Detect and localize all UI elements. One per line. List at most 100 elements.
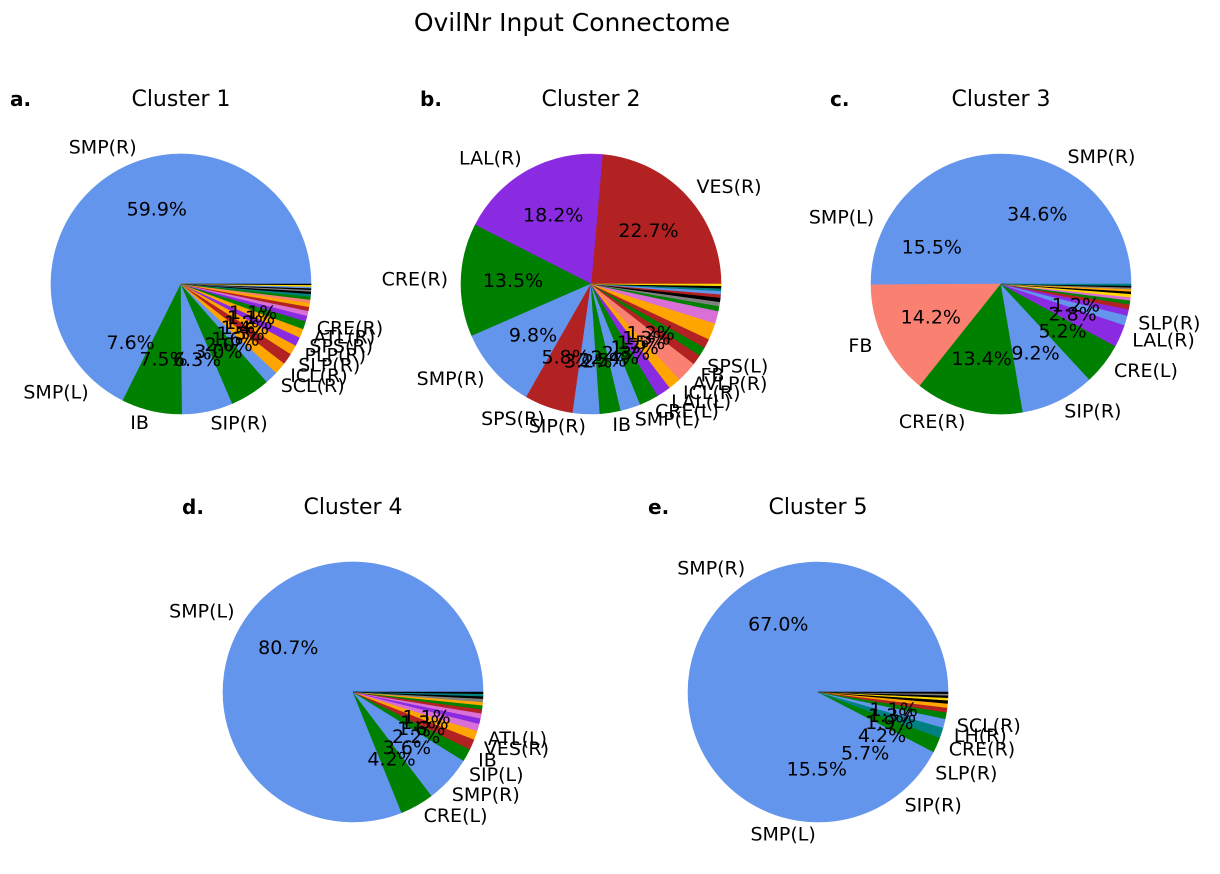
slice-label: ICL(R) bbox=[290, 365, 347, 387]
chart-panel-cluster-4: d. Cluster 4 SMP(L) 80.7% CRE(L) 4.2% SMP(R)… bbox=[169, 495, 549, 827]
slice-percent-label: 80.7% bbox=[258, 637, 318, 659]
slice-label: SMP(L) bbox=[23, 382, 88, 404]
slice-label: CRE(R) bbox=[317, 318, 384, 340]
slice-label: LAL(R) bbox=[459, 147, 522, 169]
slice-label: IB bbox=[130, 412, 149, 434]
chart-panel-cluster-1: a. Cluster 1 SMP(R) 59.9% SMP(L) 7.6% IB 7.5%… bbox=[10, 87, 383, 434]
slice-label: SLP(R) bbox=[935, 762, 997, 784]
slice-label: CRE(L) bbox=[655, 400, 719, 422]
pie-chart: SMP(R) 59.9% SMP(L) 7.6% IB 7.5% SIP(R) 6.3%3.0… bbox=[23, 137, 383, 435]
slice-label: SMP(L) bbox=[750, 824, 815, 846]
slice-percent-label: 5.8% bbox=[542, 346, 590, 368]
pie-slice-cre-r bbox=[919, 283, 1024, 415]
slice-label: SIP(R) bbox=[905, 794, 962, 816]
slice-label: IB bbox=[478, 750, 497, 772]
slice-label: SLP(R) bbox=[298, 355, 360, 377]
slice-label: SPS(L) bbox=[707, 356, 768, 378]
pie-slice bbox=[1000, 283, 1132, 286]
pie-slice bbox=[590, 283, 722, 287]
slice-percent-label: 1.5% bbox=[617, 332, 665, 354]
slice-label: SCL(R) bbox=[281, 375, 345, 397]
slice-label: AVLP(R) bbox=[693, 373, 768, 395]
slice-label: CRE(R) bbox=[899, 411, 966, 433]
chart-title: Cluster 5 bbox=[768, 495, 867, 520]
slice-percent-label: 7.6% bbox=[106, 332, 154, 354]
slice-percent-label: 1.9% bbox=[865, 712, 913, 734]
slice-percent-label: 2.4% bbox=[591, 347, 639, 369]
slice-percent-label: 4.2% bbox=[858, 725, 906, 747]
pie-chart: SMP(R) 67.0% SMP(L) 15.5% SIP(R) 5.7% SLP(R) 4.… bbox=[677, 557, 1021, 845]
pie-slice-smp-r bbox=[687, 561, 949, 807]
slice-label: SMP(R) bbox=[677, 557, 745, 579]
slice-label: CRE(L) bbox=[424, 805, 488, 827]
panel-letter: c. bbox=[830, 87, 849, 111]
pie-slice-lal-r bbox=[474, 153, 603, 285]
slice-percent-label: 18.2% bbox=[523, 204, 583, 226]
slice-percent-label: 1.3% bbox=[622, 327, 670, 349]
slice-percent-label: 2.5% bbox=[579, 350, 627, 372]
slice-percent-label: 22.7% bbox=[618, 220, 678, 242]
slice-percent-label: 1.6% bbox=[211, 328, 259, 350]
figure-title: OvilNr Input Connectome bbox=[414, 8, 730, 37]
slice-label: CRE(L) bbox=[1114, 360, 1178, 382]
slice-label: IB bbox=[612, 414, 631, 436]
slice-percent-label: 9.8% bbox=[509, 325, 557, 347]
slice-percent-label: 1.1% bbox=[229, 302, 277, 324]
slice-label: SMP(R) bbox=[1068, 146, 1136, 168]
slice-percent-label: 14.2% bbox=[901, 307, 961, 329]
slice-label: FB bbox=[701, 365, 725, 387]
slice-label: SIP(R) bbox=[1064, 401, 1121, 423]
slice-percent-label: 59.9% bbox=[127, 198, 187, 220]
slice-percent-label: 1.3% bbox=[868, 705, 916, 727]
chart-panel-cluster-3: c. Cluster 3 SMP(R) 34.6% SMP(L) 15.5% FB 14.… bbox=[809, 87, 1201, 433]
slice-percent-label: 67.0% bbox=[748, 613, 808, 635]
pie-slice-fb bbox=[870, 283, 1002, 387]
slice-percent-label: 4.2% bbox=[367, 748, 415, 770]
slice-percent-label: 15.5% bbox=[787, 759, 847, 781]
pie-chart: VES(R) 22.7% LAL(R) 18.2% CRE(R) 13.5% SMP(R) 9… bbox=[382, 147, 769, 437]
pie-slice-smp-l bbox=[754, 691, 878, 823]
slice-percent-label: 1.2% bbox=[1052, 294, 1100, 316]
slice-percent-label: 7.5% bbox=[139, 349, 187, 371]
slice-label: SMP(L) bbox=[809, 206, 874, 228]
slice-percent-label: 2.2% bbox=[392, 726, 440, 748]
slice-label: SLP(R) bbox=[1138, 312, 1200, 334]
slice-percent-label: 3.0% bbox=[194, 341, 242, 363]
panel-letter: d. bbox=[182, 495, 204, 519]
pie-slice-cre-r bbox=[460, 224, 592, 337]
slice-label: CRE(R) bbox=[382, 268, 449, 290]
slice-percent-label: 2.8% bbox=[1048, 304, 1096, 326]
slice-label: SIP(R) bbox=[529, 415, 586, 437]
chart-panel-cluster-5: e. Cluster 5 SMP(R) 67.0% SMP(L) 15.5% SIP(R… bbox=[648, 495, 1021, 846]
slice-label: SMP(R) bbox=[69, 137, 137, 159]
slice-percent-label: 1.7% bbox=[611, 337, 659, 359]
slice-percent-label: 1.1% bbox=[402, 706, 450, 728]
slice-label: SMP(L) bbox=[635, 409, 700, 431]
slice-percent-label: 1.4% bbox=[221, 317, 269, 339]
slice-percent-label: 1.2% bbox=[224, 312, 272, 334]
slice-percent-label: 5.2% bbox=[1038, 320, 1086, 342]
slice-percent-label: 5.7% bbox=[841, 743, 889, 765]
pie-slice-ves-r bbox=[590, 154, 722, 285]
slice-percent-label: 1.2% bbox=[627, 323, 675, 345]
slice-percent-label: 1.6% bbox=[397, 718, 445, 740]
slice-label: ATL(R) bbox=[313, 327, 375, 349]
pie-slice-smp-l bbox=[870, 176, 1002, 286]
slice-percent-label: 13.5% bbox=[483, 270, 543, 292]
slice-label: SCL(R) bbox=[957, 715, 1021, 737]
slice-percent-label: 15.5% bbox=[902, 236, 962, 258]
slice-label: SMP(R) bbox=[452, 784, 520, 806]
slice-label: SIP(L) bbox=[469, 764, 524, 786]
slice-label: VES(R) bbox=[484, 738, 549, 760]
slice-label: SMP(L) bbox=[169, 601, 234, 623]
pie-slice-smp-r bbox=[50, 153, 312, 361]
slice-label: FB bbox=[848, 335, 872, 357]
slice-label: PLP(R) bbox=[305, 345, 367, 367]
slice-percent-label: 13.4% bbox=[951, 348, 1011, 370]
pie-slice-smp-r bbox=[926, 153, 1132, 285]
slice-percent-label: 1.1% bbox=[227, 307, 275, 329]
chart-panel-cluster-2: b. Cluster 2 VES(R) 22.7% LAL(R) 18.2% CRE(R… bbox=[382, 87, 769, 437]
slice-label: SPS(R) bbox=[481, 408, 545, 430]
pie-slice bbox=[180, 283, 312, 286]
